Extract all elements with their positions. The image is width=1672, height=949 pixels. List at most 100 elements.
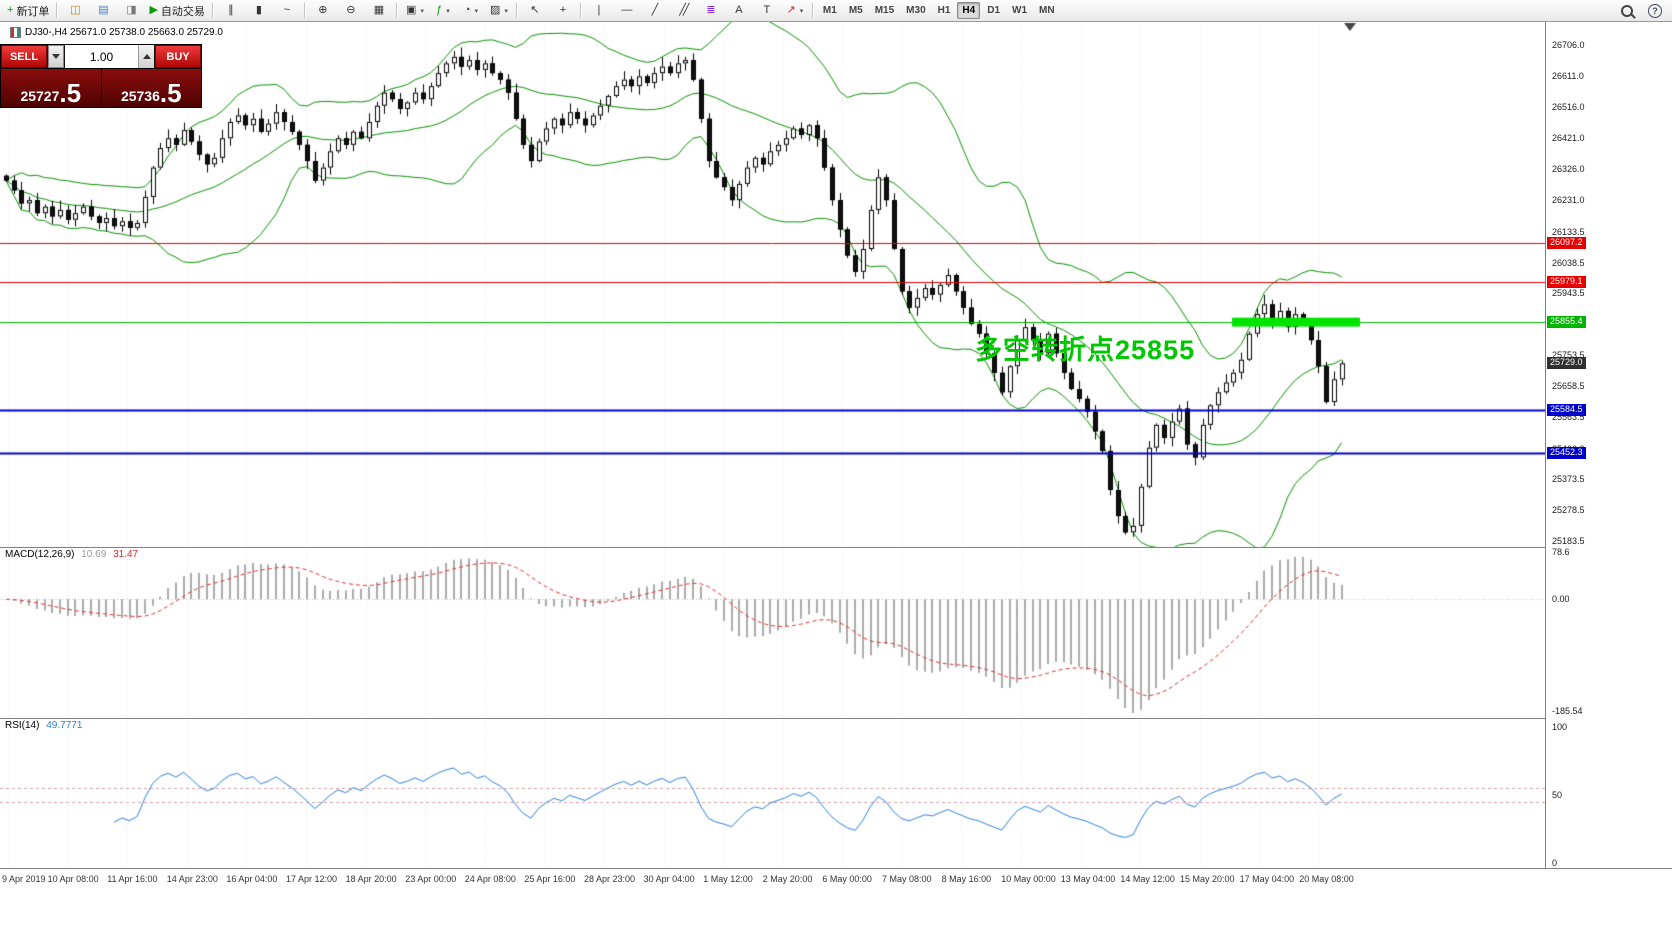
- indicators-button[interactable]: ƒ ▾: [429, 1, 457, 21]
- arrange-windows-dropdown-icon[interactable]: ▾: [420, 7, 424, 15]
- channel-icon: ╱╱: [679, 4, 689, 16]
- price-tag-25584.5: 25584.5: [1547, 404, 1586, 417]
- market-watch-button[interactable]: ◫: [61, 1, 89, 21]
- macd-scale-tick: 0.00: [1552, 594, 1570, 605]
- toolbar-separator: [56, 3, 59, 18]
- price-scale-tick: 26326.0: [1552, 163, 1585, 174]
- price-scale-tick: 26231.0: [1552, 194, 1585, 205]
- price-scale-tick: 25278.5: [1552, 505, 1585, 516]
- macd-main-value: 10.69: [81, 549, 107, 560]
- crosshair-button[interactable]: +: [549, 1, 577, 21]
- symbol-search-button[interactable]: [1613, 1, 1641, 21]
- toolbar-separator: [303, 3, 306, 18]
- navigator-button[interactable]: ◨: [117, 1, 145, 21]
- chart-symbol-icon: [10, 27, 21, 38]
- one-click-trading-panel: SELL BUY 25727 .5 25736 .5: [0, 44, 202, 108]
- horizontal-line-button[interactable]: —: [613, 1, 641, 21]
- trendline-button[interactable]: ╱: [641, 1, 669, 21]
- vertical-line-button[interactable]: |: [585, 1, 613, 21]
- rsi-value: 49.7771: [46, 720, 83, 731]
- new-order-button[interactable]: + 新订单: [3, 1, 53, 21]
- time-axis[interactable]: 9 Apr 2019 10 Apr 08:00 11 Apr 16:00 14 Apr…: [0, 868, 1672, 892]
- candlestick-chart-button[interactable]: ▮: [245, 1, 273, 21]
- line-chart-button[interactable]: ~: [273, 1, 301, 21]
- time-axis-label: 28 Apr 23:00: [584, 874, 636, 884]
- time-axis-label: 7 May 08:00: [882, 874, 932, 884]
- price-scale-tick: 26706.0: [1552, 40, 1585, 51]
- periods-icon: ◔: [463, 4, 471, 16]
- buy-price-main: 25736: [120, 87, 160, 104]
- line-chart-icon: ~: [283, 4, 291, 16]
- tile-windows-button[interactable]: ▦: [365, 1, 393, 21]
- tf-h4-button[interactable]: H4: [957, 2, 981, 19]
- shapes-button[interactable]: ↗ ▾: [781, 1, 809, 21]
- help-button[interactable]: ?: [1641, 1, 1669, 21]
- zoom-out-button[interactable]: ⊖: [337, 1, 365, 21]
- text-button[interactable]: A: [725, 1, 753, 21]
- text-label-button[interactable]: T: [753, 1, 781, 21]
- zoom-in-icon: ⊕: [318, 4, 328, 16]
- time-axis-label: 17 Apr 12:00: [286, 874, 338, 884]
- price-scale-tick: 25943.5: [1552, 288, 1585, 299]
- fibonacci-button[interactable]: ≣: [697, 1, 725, 21]
- price-tag-25855.4: 25855.4: [1547, 316, 1586, 329]
- toolbar-separator: [211, 3, 214, 18]
- templates-dropdown-icon[interactable]: ▾: [504, 7, 508, 15]
- shapes-dropdown-icon[interactable]: ▾: [799, 7, 804, 15]
- buy-price-button[interactable]: 25736 .5: [100, 69, 201, 108]
- trendline-icon: ╱: [651, 4, 659, 16]
- price-scale[interactable]: 26706.0 26611.0 26516.0 26421.0 26326.0 26231…: [1545, 22, 1672, 868]
- autotrading-button[interactable]: ▶ 自动交易: [145, 1, 208, 21]
- crosshair-icon: +: [559, 4, 567, 16]
- templates-icon: ▨: [489, 4, 501, 16]
- time-axis-label: 1 May 12:00: [703, 874, 753, 884]
- tf-m30-button[interactable]: M30: [906, 5, 926, 16]
- data-window-button[interactable]: ▤: [89, 1, 117, 21]
- indicators-dropdown-icon[interactable]: ▾: [446, 7, 450, 15]
- price-chart-canvas[interactable]: [0, 22, 1545, 868]
- time-axis-label: 11 Apr 16:00: [107, 874, 158, 884]
- text-label-icon: T: [763, 4, 771, 16]
- sell-button-label: SELL: [9, 50, 39, 63]
- cursor-button[interactable]: ↖: [521, 1, 549, 21]
- volume-increase-button[interactable]: [138, 45, 154, 68]
- macd-name: MACD(12,26,9): [5, 549, 75, 560]
- sell-button[interactable]: SELL: [1, 45, 47, 68]
- arrange-windows-button[interactable]: ▣ ▾: [401, 1, 429, 21]
- chart-symbol-text: DJ30-,H4 25671.0 25738.0 25663.0 25729.0: [25, 27, 223, 38]
- rsi-scale-tick: 100: [1552, 722, 1568, 732]
- volume-input[interactable]: [65, 45, 138, 68]
- time-axis-label: 10 Apr 08:00: [47, 874, 99, 884]
- tf-h1-button[interactable]: H1: [937, 5, 951, 16]
- periods-dropdown-icon[interactable]: ▾: [474, 7, 478, 15]
- templates-button[interactable]: ▨ ▾: [485, 1, 513, 21]
- zoom-in-button[interactable]: ⊕: [309, 1, 337, 21]
- toolbar-separator: [395, 3, 398, 18]
- sell-price-button[interactable]: 25727 .5: [1, 69, 101, 107]
- tf-d1-button[interactable]: D1: [987, 5, 1001, 16]
- panel-divider-macd[interactable]: [0, 547, 1672, 548]
- tf-m1-button[interactable]: M1: [822, 5, 837, 16]
- bar-chart-button[interactable]: ∥: [217, 1, 245, 21]
- tf-m15-button[interactable]: M15: [874, 5, 895, 16]
- tf-w1-button[interactable]: W1: [1012, 5, 1028, 16]
- buy-price-pips: .5: [159, 77, 182, 108]
- order-options-dropdown[interactable]: [48, 45, 64, 68]
- price-scale-tick: 25373.5: [1552, 474, 1585, 485]
- tf-m5-button[interactable]: M5: [848, 5, 863, 16]
- rsi-scale-tick: 50: [1552, 790, 1563, 800]
- time-axis-label: 17 May 04:00: [1239, 874, 1295, 884]
- trade-panel-price-row: 25727 .5 25736 .5: [1, 68, 201, 107]
- chevron-down-icon: [52, 54, 60, 59]
- sell-price-pips: .5: [59, 77, 82, 108]
- buy-button[interactable]: BUY: [155, 45, 201, 68]
- chart-symbol-label: DJ30-,H4 25671.0 25738.0 25663.0 25729.0: [10, 27, 223, 38]
- panel-divider-rsi[interactable]: [0, 718, 1672, 719]
- periods-button[interactable]: ◔ ▾: [457, 1, 485, 21]
- tf-mn-button[interactable]: MN: [1039, 5, 1055, 16]
- trade-panel-top-row: SELL BUY: [1, 45, 201, 68]
- channel-button[interactable]: ╱╱: [669, 1, 697, 21]
- price-scale-tick: 25563.5: [1552, 412, 1585, 423]
- cursor-icon: ↖: [530, 4, 540, 16]
- time-axis-label: 2 May 20:00: [762, 874, 813, 884]
